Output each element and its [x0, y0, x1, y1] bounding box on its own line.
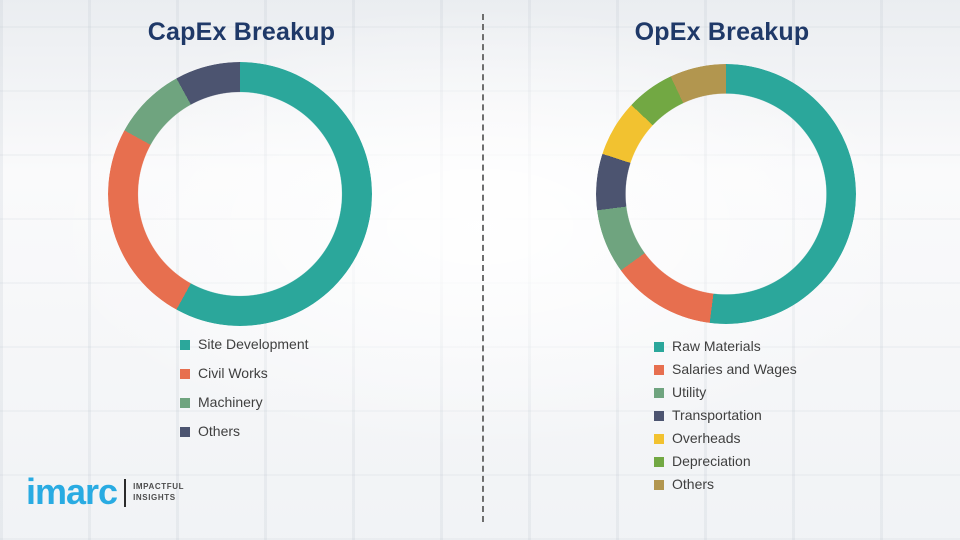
logo-divider-bar: [124, 479, 127, 507]
imarc-logo-text: imarc: [26, 471, 118, 512]
legend-label: Others: [198, 423, 241, 439]
legend-label: Civil Works: [198, 365, 268, 381]
legend-swatch: [180, 368, 190, 379]
opex-donut-chart: [596, 64, 856, 324]
legend-swatch: [654, 387, 664, 398]
legend-item: Raw Materials: [654, 338, 797, 355]
legend-item: Utility: [654, 384, 797, 401]
legend-swatch: [180, 426, 190, 437]
legend-label: Machinery: [198, 394, 263, 410]
legend-label: Site Development: [198, 336, 309, 352]
legend-swatch: [180, 339, 190, 350]
legend-swatch: [654, 410, 664, 421]
tagline-line2: INSIGHTS: [133, 493, 176, 502]
tagline-line1: IMPACTFUL: [133, 482, 185, 492]
legend-swatch: [654, 433, 664, 444]
opex-panel: OpEx Breakup Raw Materials Salaries and W…: [484, 0, 960, 540]
legend-swatch: [180, 397, 190, 408]
legend-label: Raw Materials: [672, 338, 761, 354]
capex-panel: CapEx Breakup Site Development Civil Work…: [108, 18, 372, 440]
legend-swatch: [654, 364, 664, 375]
legend-item: Site Development: [180, 336, 309, 353]
legend-item: Civil Works: [180, 365, 309, 382]
legend-label: Utility: [672, 384, 707, 400]
capex-legend: Site Development Civil Works Machinery Othe…: [180, 336, 309, 440]
legend-label: Overheads: [672, 430, 741, 446]
capex-donut-chart: [108, 62, 372, 326]
legend-label: Others: [672, 476, 715, 492]
legend-label: Transportation: [672, 407, 762, 423]
dashed-divider: [482, 14, 484, 522]
capex-title: CapEx Breakup: [147, 18, 336, 46]
legend-item: Salaries and Wages: [654, 361, 797, 378]
legend-swatch: [654, 456, 664, 467]
legend-item: Others: [180, 423, 309, 440]
opex-title: OpEx Breakup: [634, 18, 810, 46]
imarc-logo: imarc IMPACTFUL INSIGHTS: [26, 474, 184, 510]
legend-swatch: [654, 341, 664, 352]
legend-item: Others: [654, 476, 797, 493]
legend-label: Salaries and Wages: [672, 361, 797, 377]
opex-legend: Raw Materials Salaries and Wages Utility Tr…: [654, 338, 797, 493]
legend-label: Depreciation: [672, 453, 751, 469]
legend-item: Depreciation: [654, 453, 797, 470]
imarc-tagline: IMPACTFUL INSIGHTS: [133, 482, 184, 504]
legend-swatch: [654, 479, 664, 490]
legend-item: Machinery: [180, 394, 309, 411]
legend-item: Overheads: [654, 430, 797, 447]
legend-item: Transportation: [654, 407, 797, 424]
